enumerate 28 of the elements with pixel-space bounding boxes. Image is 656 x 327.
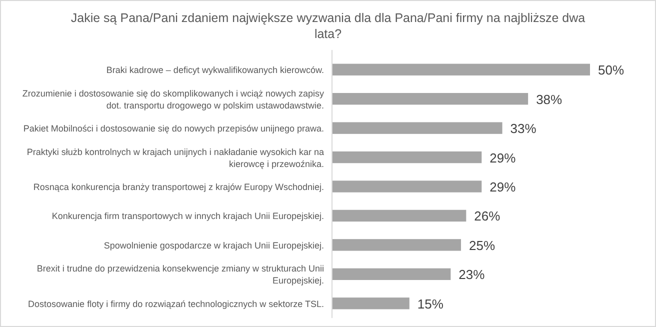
data-label: 23%: [458, 267, 486, 282]
y-tick-label: Praktyki służb kontrolnych w krajach unijnych i nakładanie wysokich kar na kierowcę i przewoźnika.: [26, 146, 324, 169]
y-tick-label: Spowolnienie gospodarcze w krajach Unii Europejskiej.: [104, 240, 324, 250]
y-tick-label: Rosnąca konkurencja branży transportowej z krajów Europy Wschodniej.: [33, 182, 324, 192]
data-label: 29%: [490, 180, 516, 194]
bar: [332, 298, 410, 310]
data-label: 26%: [474, 208, 501, 224]
data-label: 50%: [598, 62, 624, 78]
data-label: 29%: [490, 150, 516, 166]
chart-title: Jakie są Pana/Pani zdaniem największe wyzwania dla dla Pana/Pani firmy na najbliższe dwa lata?: [70, 11, 586, 41]
bar: [332, 92, 528, 105]
bar: [332, 210, 466, 222]
y-tick-label: Pakiet Mobilności i dostosowanie się do nowych przepisów unijnego prawa.: [23, 124, 324, 134]
y-tick-label: Konkurencja firm transportowych w innych krajach Unii Europejskiej.: [52, 211, 324, 222]
bar: [332, 268, 451, 280]
bar: [332, 151, 482, 164]
data-label: 15%: [417, 296, 444, 312]
y-tick-label: Dostosowanie floty i firmy do rozwiązań technologicznych w sektorze TSL.: [28, 298, 324, 309]
data-label: 33%: [510, 121, 537, 136]
bar: [332, 180, 482, 192]
bar: [332, 239, 461, 251]
y-tick-label: Zrozumienie i dostosowanie się do skomplikowanych i wciąż nowych zapisy dot. transportu drogowego w polskim ustawodawstwie.: [22, 88, 324, 110]
y-tick-label: Brexit i trudne do przewidzenia konsekwencje zmiany w strukturach Unii Europejskiej.: [36, 264, 324, 286]
data-label: 38%: [536, 92, 563, 107]
bar: [332, 64, 590, 76]
data-label: 25%: [469, 238, 496, 253]
y-tick-label: Braki kadrowe – deficyt wykwalifikowanych kierowców.: [106, 65, 324, 76]
bar: [332, 122, 502, 134]
